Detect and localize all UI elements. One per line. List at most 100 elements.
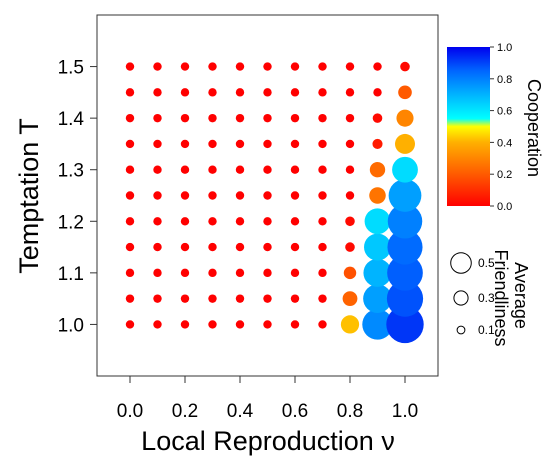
data-point xyxy=(372,113,383,123)
data-point xyxy=(235,294,245,303)
data-point xyxy=(125,88,135,97)
data-point xyxy=(235,217,245,226)
data-point xyxy=(208,294,217,303)
data-point xyxy=(125,139,135,149)
data-point xyxy=(125,268,135,278)
data-point xyxy=(125,165,135,174)
data-point xyxy=(180,242,190,252)
data-point xyxy=(208,113,217,123)
data-point xyxy=(153,191,162,200)
data-point xyxy=(369,187,386,204)
data-point xyxy=(373,88,382,97)
data-point xyxy=(318,217,327,226)
data-point xyxy=(153,165,162,174)
data-point xyxy=(235,88,245,97)
data-point xyxy=(363,258,392,287)
data-point xyxy=(235,268,245,278)
data-point xyxy=(364,208,391,235)
data-point xyxy=(396,109,414,127)
data-point xyxy=(387,204,423,239)
data-point xyxy=(345,88,355,97)
data-point xyxy=(153,294,162,303)
data-point xyxy=(318,268,327,278)
data-point xyxy=(386,305,424,344)
colorbar-tick-label: 0.8 xyxy=(497,74,512,86)
data-point xyxy=(263,242,272,252)
y-axis-ticks: 1.0 1.1 1.2 1.3 1.4 1.5 xyxy=(58,58,97,336)
data-point xyxy=(263,217,272,226)
size-legend-label: 0.5 xyxy=(478,256,495,270)
colorbar-tick-label: 0.6 xyxy=(497,106,512,118)
data-point xyxy=(318,113,327,123)
size-legend-title-line-2: Friendliness xyxy=(491,249,511,346)
data-point xyxy=(263,62,272,71)
data-point xyxy=(235,113,245,123)
data-point xyxy=(362,309,393,340)
size-legend: 0.5 0.3 0.1 xyxy=(450,252,495,337)
data-point xyxy=(263,165,272,174)
data-point xyxy=(235,139,245,149)
data-point xyxy=(180,268,190,278)
data-point xyxy=(153,268,162,278)
data-point xyxy=(180,62,190,71)
data-point xyxy=(125,62,135,71)
colorbar-tick-label: 0.0 xyxy=(497,201,512,213)
data-point xyxy=(290,139,300,149)
data-point xyxy=(125,242,135,252)
y-tick-label: 1.4 xyxy=(58,109,85,130)
x-tick-label: 0.6 xyxy=(282,401,308,422)
data-point xyxy=(343,266,357,280)
colorbar-tick-label: 1.0 xyxy=(497,42,512,54)
data-point xyxy=(290,268,300,278)
colorbar-label: Cooperation xyxy=(524,79,544,177)
data-point xyxy=(340,315,360,334)
data-points xyxy=(125,61,424,344)
data-point xyxy=(395,133,415,154)
data-point xyxy=(235,242,245,252)
data-point xyxy=(398,85,412,100)
data-point xyxy=(345,165,355,174)
x-tick-label: 0.4 xyxy=(227,401,254,422)
data-point xyxy=(290,217,300,226)
data-point xyxy=(208,191,217,200)
data-point xyxy=(388,179,422,212)
plot-frame xyxy=(96,14,439,377)
data-point xyxy=(290,88,300,97)
data-point xyxy=(318,139,327,149)
y-tick-label: 1.1 xyxy=(58,264,84,285)
data-point xyxy=(235,62,245,71)
data-point xyxy=(180,191,190,200)
data-point xyxy=(263,320,272,329)
data-point xyxy=(263,294,272,303)
data-point xyxy=(263,191,272,200)
x-tick-label: 0.0 xyxy=(117,401,143,422)
colorbar-ticks: 0.0 0.2 0.4 0.6 0.8 1.0 xyxy=(490,42,512,213)
data-point xyxy=(372,138,383,149)
colorbar-tick-label: 0.2 xyxy=(497,169,512,181)
data-point xyxy=(290,113,300,123)
data-point xyxy=(208,165,217,174)
data-point xyxy=(235,165,245,174)
data-point xyxy=(153,113,162,123)
data-point xyxy=(318,62,327,71)
data-point xyxy=(263,139,272,149)
colorbar-tick-label: 0.4 xyxy=(497,137,512,149)
data-point xyxy=(125,217,135,226)
data-point xyxy=(318,88,327,97)
size-legend-title: Average Friendliness xyxy=(491,249,531,346)
data-point xyxy=(180,113,190,123)
data-point xyxy=(208,139,217,149)
y-tick-label: 1.0 xyxy=(58,315,84,336)
data-point xyxy=(153,139,162,149)
x-axis-title: Local Reproduction ν xyxy=(141,426,395,456)
y-axis-title: Temptation T xyxy=(14,118,44,274)
data-point xyxy=(180,139,190,149)
data-point xyxy=(387,255,423,291)
x-tick-label: 1.0 xyxy=(392,401,418,422)
data-point xyxy=(208,268,217,278)
y-tick-label: 1.3 xyxy=(58,161,84,182)
data-point xyxy=(125,320,135,329)
x-tick-label: 0.2 xyxy=(172,401,198,422)
data-point xyxy=(400,61,410,72)
